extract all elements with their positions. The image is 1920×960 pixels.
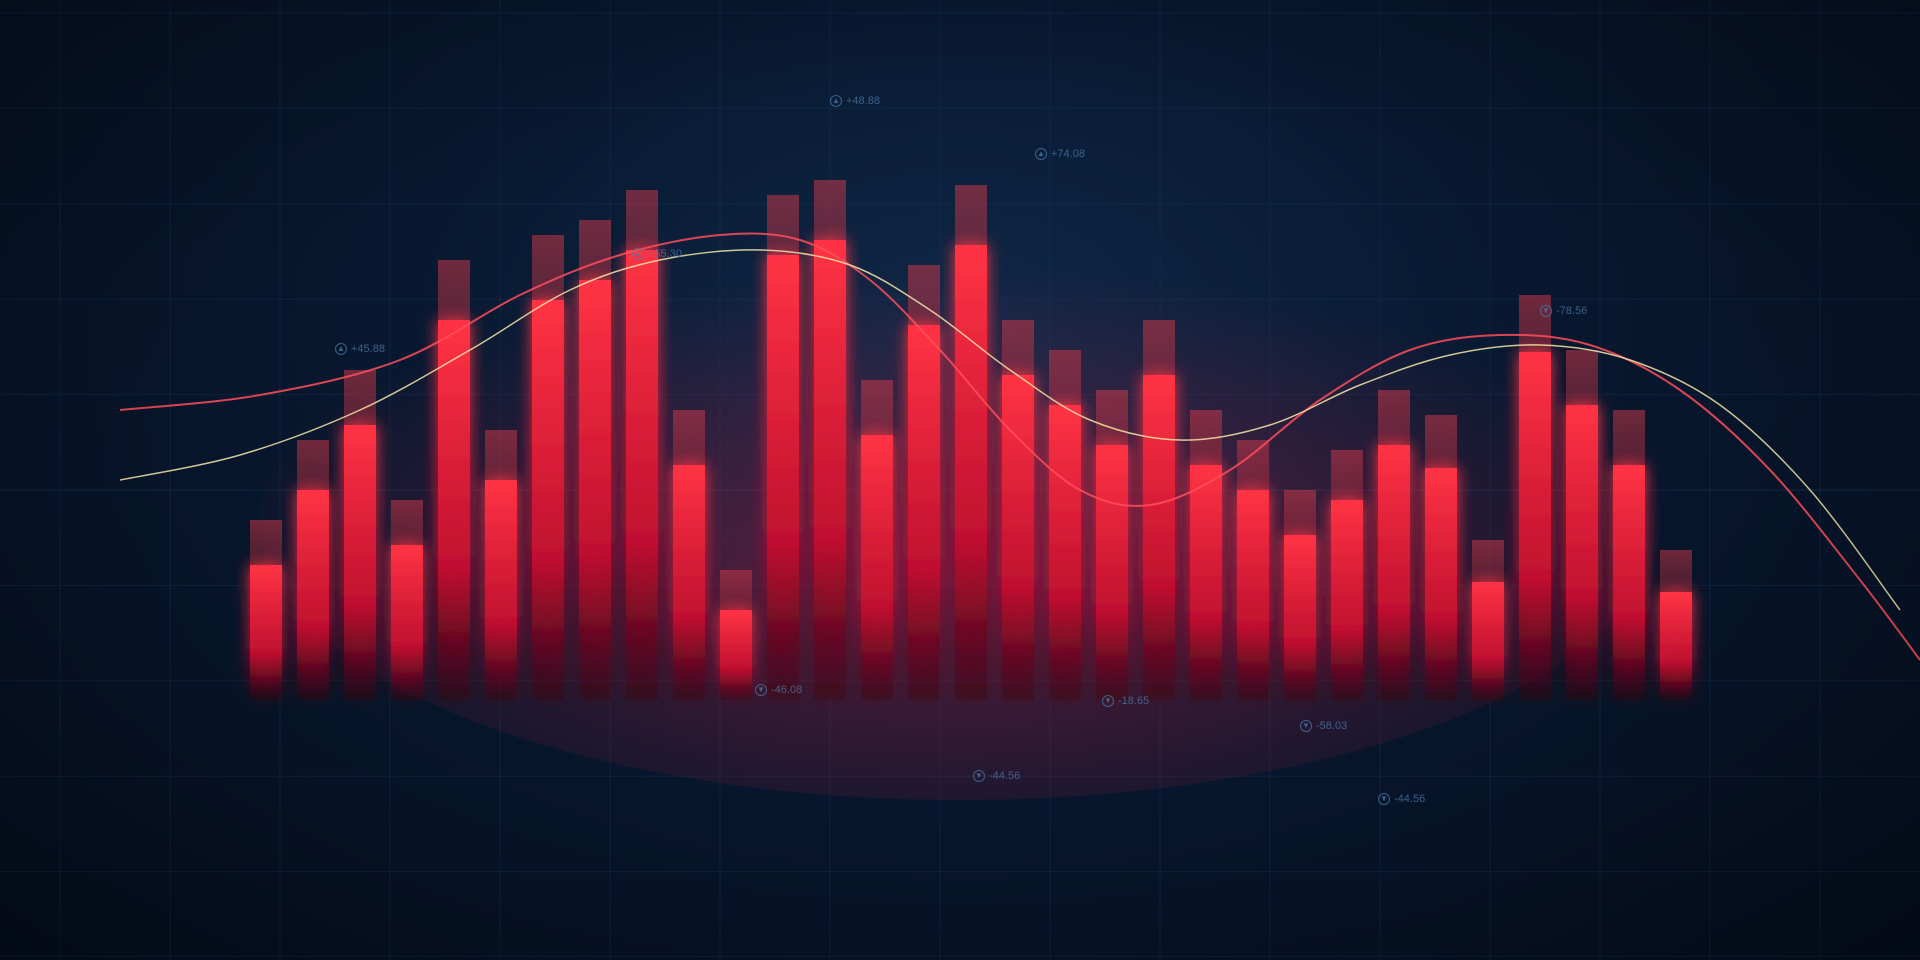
annotation-a6: ▼ -46.08 (755, 684, 802, 696)
annotation-a10: ▼ -44.56 (1378, 793, 1425, 805)
annotation-value: -44.56 (989, 770, 1020, 782)
annotation-a1: ▲ +48.88 (830, 95, 880, 107)
financial-chart (0, 0, 1920, 960)
arrow-down-icon: ▼ (1378, 793, 1390, 805)
arrow-down-icon: ▼ (973, 770, 985, 782)
arrow-up-icon: ▲ (335, 343, 347, 355)
annotation-a7: ▼ -18.65 (1102, 695, 1149, 707)
annotation-value: +45.88 (351, 343, 385, 355)
arrow-down-icon: ▼ (1540, 305, 1552, 317)
annotation-a5: ▼ -78.56 (1540, 305, 1587, 317)
arrow-down-icon: ▼ (1102, 695, 1114, 707)
annotation-a9: ▼ -44.56 (973, 770, 1020, 782)
arrow-up-icon: ▲ (1035, 148, 1047, 160)
annotation-value: -44.56 (1394, 793, 1425, 805)
annotation-value: -46.08 (771, 684, 802, 696)
annotation-a4: ▲ +45.88 (335, 343, 385, 355)
annotation-value: -78.56 (1556, 305, 1587, 317)
annotation-value: +48.88 (846, 95, 880, 107)
arrow-up-icon: ▲ (830, 95, 842, 107)
annotation-a3: ▲ +55.30 (632, 248, 682, 260)
arrow-down-icon: ▼ (755, 684, 767, 696)
annotation-a2: ▲ +74.08 (1035, 148, 1085, 160)
annotation-value: +74.08 (1051, 148, 1085, 160)
arrow-down-icon: ▼ (1300, 720, 1312, 732)
annotation-value: +55.30 (648, 248, 682, 260)
annotation-a8: ▼ -58.03 (1300, 720, 1347, 732)
arrow-up-icon: ▲ (632, 248, 644, 260)
annotation-value: -18.65 (1118, 695, 1149, 707)
annotation-value: -58.03 (1316, 720, 1347, 732)
